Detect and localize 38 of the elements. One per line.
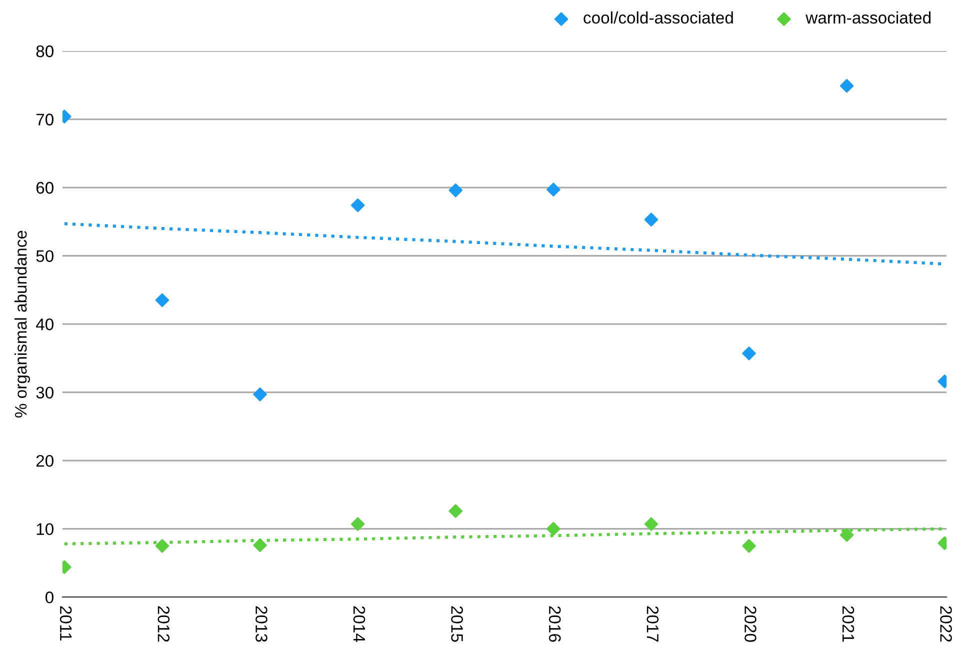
- point: [644, 517, 658, 531]
- y-tick-label: 50: [36, 250, 54, 262]
- x-tick-label: 2015: [451, 606, 463, 642]
- y-tick-label: 70: [36, 114, 54, 126]
- point: [155, 293, 170, 308]
- legend-label: cool/cold-associated: [584, 11, 733, 24]
- x-tick-label: 2021: [842, 606, 854, 642]
- point: [546, 522, 560, 536]
- point: [742, 539, 756, 553]
- x-tick-label: 2020: [744, 606, 756, 642]
- point: [840, 78, 854, 93]
- point: [253, 538, 267, 552]
- point: [448, 183, 463, 198]
- x-tick-label: 2011: [60, 606, 72, 640]
- y-tick-label: 40: [36, 318, 54, 330]
- point: [350, 198, 365, 212]
- x-tick-label: 2022: [940, 606, 952, 642]
- legend-label: warm-associated: [806, 11, 931, 24]
- point: [155, 539, 170, 553]
- y-tick-label: 10: [36, 523, 54, 536]
- point: [546, 182, 560, 196]
- y-tick-label: 30: [36, 386, 54, 399]
- point: [350, 517, 365, 531]
- point: [644, 212, 658, 227]
- x-tick-label: 2014: [353, 606, 366, 642]
- x-tick-label: 2017: [646, 606, 659, 642]
- x-tick-label: 2016: [548, 606, 561, 642]
- y-tick-label: 80: [36, 45, 54, 58]
- x-tick-label: 2013: [256, 606, 268, 642]
- y-tick-label: 60: [36, 182, 54, 194]
- y-tick-label: 0: [46, 592, 54, 604]
- y-axis-title: % organismal abundance: [14, 230, 30, 418]
- point: [742, 346, 756, 360]
- y-tick-label: 20: [36, 454, 54, 467]
- point: [840, 528, 854, 542]
- point: [448, 504, 463, 518]
- x-tick-label: 2012: [158, 606, 170, 642]
- point: [253, 387, 267, 402]
